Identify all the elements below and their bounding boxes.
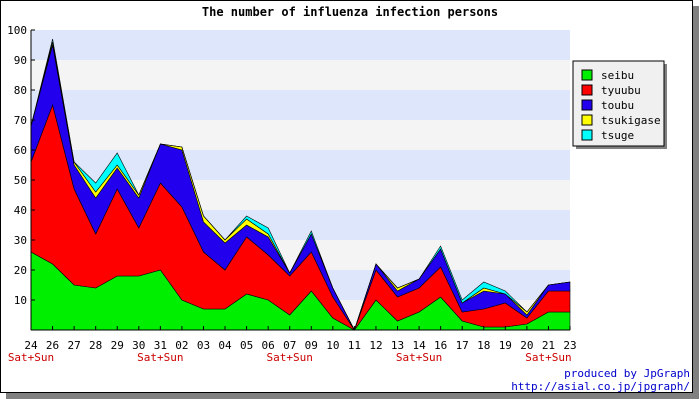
x-tick-label: 21 <box>542 339 555 352</box>
y-tick-label: 50 <box>14 174 27 187</box>
y-tick-label: 80 <box>14 84 27 97</box>
y-tick-label: 10 <box>14 294 27 307</box>
x-tick-label: 28 <box>89 339 102 352</box>
x-tick-label: 17 <box>456 339 469 352</box>
legend-label-seibu: seibu <box>601 69 634 82</box>
frame-shadow-right <box>693 6 699 399</box>
grid-band <box>31 60 570 90</box>
x-tick-label: 19 <box>499 339 512 352</box>
x-tick-label: 16 <box>434 339 447 352</box>
x-tick-label: 04 <box>218 339 232 352</box>
x-tick-label: 20 <box>520 339 533 352</box>
legend-swatch-toubu <box>581 99 593 111</box>
frame-shadow-bottom <box>6 393 699 399</box>
legend-label-tsukigase: tsukigase <box>601 114 661 127</box>
weekend-label: Sat+Sun <box>137 351 183 364</box>
x-tick-label: 14 <box>412 339 426 352</box>
x-tick-label: 03 <box>197 339 210 352</box>
grid-band <box>31 120 570 150</box>
x-tick-label: 06 <box>262 339 275 352</box>
credit-line-1: produced by JpGraph <box>564 367 690 380</box>
legend-label-tsuge: tsuge <box>601 129 634 142</box>
legend-swatch-tsukigase <box>581 114 593 126</box>
area-tsuge <box>30 38 571 331</box>
x-tick-label: 26 <box>46 339 59 352</box>
y-tick-label: 100 <box>7 24 27 37</box>
x-tick-label: 27 <box>67 339 80 352</box>
legend-label-toubu: toubu <box>601 99 634 112</box>
x-tick-label: 12 <box>369 339 382 352</box>
grid-band <box>31 90 570 120</box>
legend-swatch-tsuge <box>581 129 593 141</box>
x-tick-label: 23 <box>563 339 576 352</box>
weekend-label: Sat+Sun <box>525 351 571 364</box>
chart-title: The number of influenza infection person… <box>202 5 498 19</box>
legend-swatch-tyuubu <box>581 84 593 96</box>
x-tick-label: 29 <box>111 339 124 352</box>
y-tick-label: 70 <box>14 114 27 127</box>
x-tick-label: 09 <box>305 339 318 352</box>
y-tick-label: 90 <box>14 54 27 67</box>
x-tick-label: 10 <box>326 339 339 352</box>
x-tick-label: 31 <box>154 339 167 352</box>
x-tick-label: 07 <box>283 339 296 352</box>
x-tick-label: 30 <box>132 339 145 352</box>
x-tick-label: 05 <box>240 339 253 352</box>
x-tick-label: 18 <box>477 339 490 352</box>
x-tick-label: 02 <box>175 339 188 352</box>
weekend-label: Sat+Sun <box>396 351 442 364</box>
credit-line-2[interactable]: http://asial.co.jp/jpgraph/ <box>511 380 690 393</box>
legend-label-tyuubu: tyuubu <box>601 84 641 97</box>
y-tick-label: 30 <box>14 234 27 247</box>
weekend-label: Sat+Sun <box>267 351 313 364</box>
y-tick-label: 20 <box>14 264 27 277</box>
y-tick-label: 60 <box>14 144 27 157</box>
legend-swatch-seibu <box>581 69 593 81</box>
x-tick-label: 13 <box>391 339 404 352</box>
x-tick-label: 11 <box>348 339 361 352</box>
y-tick-label: 40 <box>14 204 27 217</box>
weekend-label: Sat+Sun <box>8 351 54 364</box>
x-tick-label: 24 <box>24 339 38 352</box>
grid-band <box>31 30 570 60</box>
